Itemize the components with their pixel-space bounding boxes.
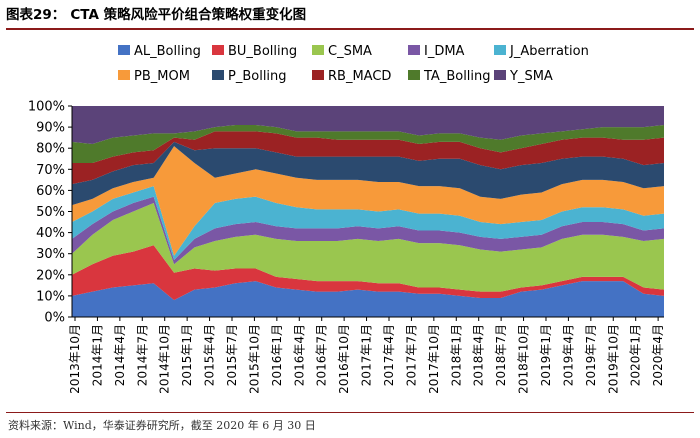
legend-label-j-aberration: J_Aberration (509, 44, 589, 59)
legend-label-pb-mom: PB_MOM (134, 69, 190, 84)
area-j-aberration (72, 186, 664, 261)
legend-label-ta-bolling: TA_Bolling (423, 69, 491, 84)
x-tick-label: 2017年4月 (382, 324, 396, 386)
y-tick-label: 30% (36, 247, 65, 262)
x-tick-label: 2015年1月 (180, 324, 194, 386)
x-tick-label: 2016年1月 (270, 324, 284, 386)
x-tick-label: 2014年10月 (158, 324, 172, 394)
x-tick-label: 2018年1月 (449, 324, 463, 386)
x-tick-label: 2018年10月 (517, 324, 531, 394)
y-tick-label: 100% (28, 100, 65, 115)
x-axis: 2013年10月 2014年1月 2014年4月 2014年7月 2014年10月 201… (68, 316, 665, 394)
x-tick-label: 2015年10月 (247, 324, 261, 394)
legend-swatch-y-sma (494, 70, 506, 80)
x-tick-label: 2019年1月 (539, 324, 553, 386)
legend-label-rb-macd: RB_MACD (328, 69, 391, 84)
area-ta-bolling (72, 124, 664, 163)
x-tick-label: 2020年4月 (651, 324, 665, 386)
legend-swatch-bu-bolling (212, 45, 224, 55)
area-pb-mom (72, 146, 664, 256)
legend-label-i-dma: I_DMA (424, 44, 465, 59)
plot-area (72, 106, 664, 317)
x-tick-label: 2014年7月 (135, 324, 149, 386)
legend-swatch-c-sma (312, 45, 324, 55)
legend-label-y-sma: Y_SMA (509, 69, 553, 84)
x-tick-label: 2016年10月 (337, 324, 351, 394)
area-c-sma (72, 203, 664, 292)
x-tick-label: 2018年7月 (494, 324, 508, 386)
x-tick-label: 2013年10月 (68, 324, 82, 394)
y-tick-label: 40% (36, 226, 65, 241)
x-tick-label: 2019年7月 (584, 324, 598, 386)
y-tick-label: 80% (36, 142, 65, 157)
x-tick-label: 2016年4月 (292, 324, 306, 386)
title-rule (6, 28, 694, 30)
figure-title-bar: 图表29： CTA 策略风险平价组合策略权重变化图 (6, 4, 694, 26)
legend-swatch-al-bolling (118, 45, 130, 55)
x-tick-label: 2017年10月 (427, 324, 441, 394)
x-tick-label: 2019年4月 (561, 324, 575, 386)
area-p-bolling (72, 141, 664, 206)
legend-label-c-sma: C_SMA (328, 44, 372, 59)
area-bu-bolling (72, 245, 664, 301)
legend-label-al-bolling: AL_Bolling (134, 44, 201, 59)
area-i-dma (72, 196, 664, 265)
area-y-sma (72, 106, 664, 144)
legend-swatch-i-dma (408, 45, 420, 55)
legend-swatch-j-aberration (494, 45, 506, 55)
x-tick-label: 2015年4月 (203, 324, 217, 386)
figure-label: 图表29： (6, 7, 66, 23)
x-tick-label: 2017年7月 (404, 324, 418, 386)
y-tick-label: 10% (36, 289, 65, 304)
stacked-area-chart: AL_Bolling BU_Bolling C_SMA I_DMA J_Aberrati… (28, 44, 665, 394)
footer-rule (6, 412, 694, 413)
legend-label-bu-bolling: BU_Bolling (228, 44, 297, 59)
y-tick-label: 0% (44, 311, 65, 326)
area-rb-macd (72, 131, 664, 185)
x-tick-label: 2016年7月 (315, 324, 329, 386)
legend-swatch-p-bolling (212, 70, 224, 80)
legend-swatch-ta-bolling (408, 70, 420, 80)
y-tick-label: 20% (36, 268, 65, 283)
x-tick-label: 2015年7月 (225, 324, 239, 386)
x-tick-label: 2017年1月 (360, 324, 374, 386)
legend-swatch-pb-mom (118, 70, 130, 80)
x-tick-label: 2020年1月 (629, 324, 643, 386)
y-tick-label: 60% (36, 184, 65, 199)
source-note: 资料来源：Wind，华泰证券研究所，截至 2020 年 6 月 30 日 (8, 419, 316, 432)
legend-label-p-bolling: P_Bolling (228, 69, 287, 84)
y-axis: 0% 10% 20% 30% 40% 50% 60% 70% 80% 90% 100% (28, 100, 73, 326)
y-tick-label: 50% (36, 205, 65, 220)
chart-legend: AL_Bolling BU_Bolling C_SMA I_DMA J_Aberrati… (118, 44, 589, 84)
legend-swatch-rb-macd (312, 70, 324, 80)
x-tick-label: 2014年1月 (90, 324, 104, 386)
figure-title: CTA 策略风险平价组合策略权重变化图 (70, 7, 307, 23)
y-tick-label: 90% (36, 121, 65, 136)
x-tick-label: 2019年10月 (606, 324, 620, 394)
x-tick-label: 2014年4月 (113, 324, 127, 386)
x-tick-label: 2018年4月 (472, 324, 486, 386)
area-al-bolling (72, 281, 664, 317)
y-tick-label: 70% (36, 163, 65, 178)
